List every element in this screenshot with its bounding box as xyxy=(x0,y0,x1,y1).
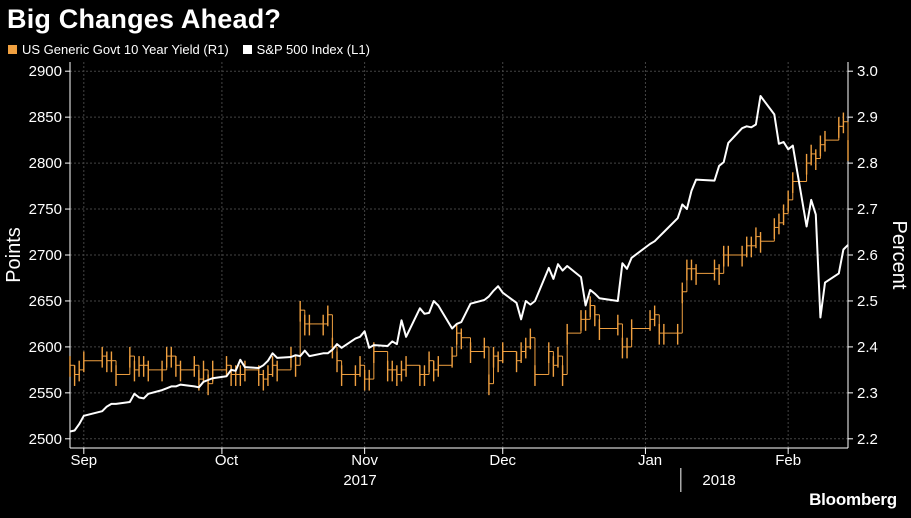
legend-swatch-spx xyxy=(242,45,252,54)
y-tick-label-right: 2.4 xyxy=(857,339,878,356)
x-tick-label-month: Feb xyxy=(775,452,801,469)
y-tick-label-left: 2700 xyxy=(29,247,62,264)
spx-line xyxy=(69,95,849,433)
legend-swatch-yield xyxy=(8,45,17,54)
y-tick-label-right: 2.2 xyxy=(857,431,878,448)
legend-item-yield: US Generic Govt 10 Year Yield (R1) xyxy=(8,42,229,57)
y-tick-label-right: 3.0 xyxy=(857,63,878,80)
x-tick-label-month: Jan xyxy=(638,452,662,469)
y-tick-label-left: 2500 xyxy=(29,431,62,448)
legend-item-spx: S&P 500 Index (L1) xyxy=(242,42,370,57)
x-tick-label-month: Sep xyxy=(70,452,97,469)
y-axis-title-left: Points xyxy=(3,227,25,283)
y-tick-label-left: 2650 xyxy=(29,293,62,310)
y-tick-label-right: 2.7 xyxy=(857,201,878,218)
x-tick-label-month: Oct xyxy=(215,452,239,469)
y-tick-label-left: 2800 xyxy=(29,155,62,172)
y-tick-label-left: 2900 xyxy=(29,63,62,80)
y-tick-label-right: 2.8 xyxy=(857,155,878,172)
y-tick-label-left: 2550 xyxy=(29,385,62,402)
y-tick-label-right: 2.3 xyxy=(857,385,878,402)
x-year-label: 2018 xyxy=(702,472,735,489)
y-tick-label-right: 2.5 xyxy=(857,293,878,310)
chart-title: Big Changes Ahead? xyxy=(7,4,282,34)
x-tick-label-month: Dec xyxy=(489,452,516,469)
y-tick-label-right: 2.9 xyxy=(857,109,878,126)
y-axis-title-right: Percent xyxy=(888,221,910,290)
y-tick-label-left: 2850 xyxy=(29,109,62,126)
y-tick-label-left: 2600 xyxy=(29,339,62,356)
x-tick-label-month: Nov xyxy=(351,452,378,469)
source-credit: Bloomberg xyxy=(809,490,897,509)
legend-label-yield: US Generic Govt 10 Year Yield (R1) xyxy=(22,42,229,57)
y-tick-label-left: 2750 xyxy=(29,201,62,218)
legend-label-spx: S&P 500 Index (L1) xyxy=(256,42,370,57)
x-year-label: 2017 xyxy=(343,472,376,489)
y-tick-label-right: 2.6 xyxy=(857,247,878,264)
legend: US Generic Govt 10 Year Yield (R1) S&P 5… xyxy=(8,42,384,57)
